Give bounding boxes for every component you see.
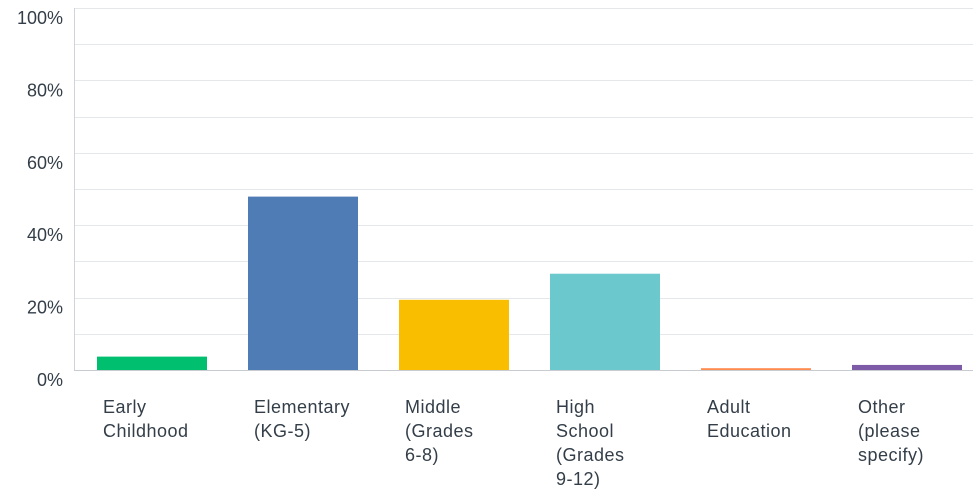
x-category-line: High <box>556 397 595 417</box>
y-tick-label: 100% <box>17 8 63 28</box>
y-axis-ticks: 0% 20% 40% 60% 80% 100% <box>17 8 63 390</box>
x-category-line: Adult <box>707 397 751 417</box>
axes <box>74 8 973 371</box>
y-tick-label: 40% <box>27 225 63 245</box>
x-category-label: Other (please specify) <box>858 397 924 465</box>
x-category-line: 6-8) <box>405 445 439 465</box>
x-category-line: (please <box>858 421 921 441</box>
x-category-line: specify) <box>858 445 924 465</box>
y-tick-label: 20% <box>27 298 63 318</box>
x-category-label: Early Childhood <box>103 397 189 441</box>
x-category-label: Elementary (KG-5) <box>254 397 350 441</box>
x-category-label: Middle (Grades 6-8) <box>405 397 474 465</box>
bar <box>701 368 811 370</box>
bars <box>97 196 962 370</box>
x-category-line: Elementary <box>254 397 350 417</box>
y-tick-label: 80% <box>27 80 63 100</box>
bar <box>399 299 509 370</box>
x-category-line: (KG-5) <box>254 421 311 441</box>
x-category-line: (Grades <box>556 445 625 465</box>
x-category-line: Middle <box>405 397 461 417</box>
x-category-line: Childhood <box>103 421 189 441</box>
bar <box>248 196 358 370</box>
x-category-line: Early <box>103 397 147 417</box>
x-category-label: High School (Grades 9-12) <box>556 397 625 489</box>
x-category-line: 9-12) <box>556 469 601 489</box>
x-axis-categories: Early Childhood Elementary (KG-5) Middle (Gra… <box>103 397 924 489</box>
bar <box>550 273 660 370</box>
x-category-line: (Grades <box>405 421 474 441</box>
y-tick-label: 0% <box>37 370 63 390</box>
x-category-line: Education <box>707 421 792 441</box>
y-tick-label: 60% <box>27 153 63 173</box>
bar <box>852 364 962 370</box>
gridlines <box>74 8 973 335</box>
bar <box>97 356 207 370</box>
x-category-label: Adult Education <box>707 397 792 441</box>
x-category-line: Other <box>858 397 906 417</box>
x-category-line: School <box>556 421 614 441</box>
